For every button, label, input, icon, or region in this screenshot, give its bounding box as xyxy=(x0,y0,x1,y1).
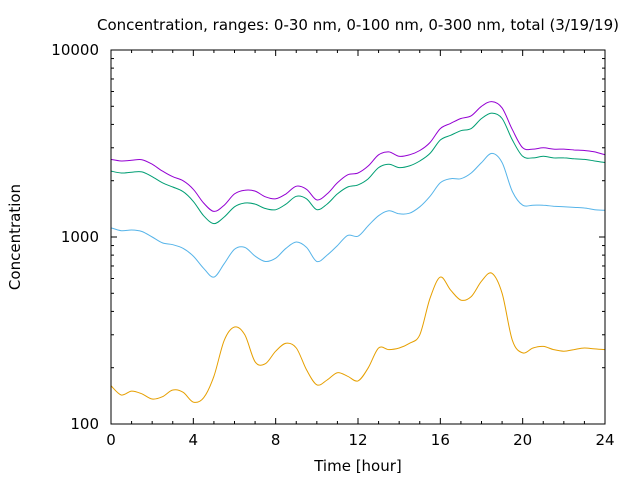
x-tick-label: 12 xyxy=(348,431,367,449)
x-tick-label: 24 xyxy=(595,431,614,449)
plot-frame xyxy=(110,49,606,425)
y-tick-label: 10000 xyxy=(51,41,99,59)
series-line-1 xyxy=(110,272,606,403)
x-tick-label: 8 xyxy=(271,431,281,449)
chart-title: Concentration, ranges: 0-30 nm, 0-100 nm… xyxy=(97,16,619,34)
x-axis-ticks: 0 4 8 12 16 20 24 xyxy=(106,50,615,449)
y-axis-ticks: 100 1000 10000 xyxy=(51,41,605,433)
series-line-3 xyxy=(110,112,606,225)
y-axis-label: Concentration xyxy=(6,184,24,290)
x-axis-label: Time [hour] xyxy=(313,457,402,475)
x-tick-label: 16 xyxy=(431,431,450,449)
series-line-4 xyxy=(110,101,606,212)
y-tick-label: 100 xyxy=(70,415,99,433)
x-tick-label: 0 xyxy=(106,431,116,449)
plot-series xyxy=(110,101,606,403)
x-tick-label: 20 xyxy=(513,431,532,449)
y-tick-label: 1000 xyxy=(61,228,99,246)
x-tick-label: 4 xyxy=(189,431,199,449)
series-line-2 xyxy=(110,152,606,278)
